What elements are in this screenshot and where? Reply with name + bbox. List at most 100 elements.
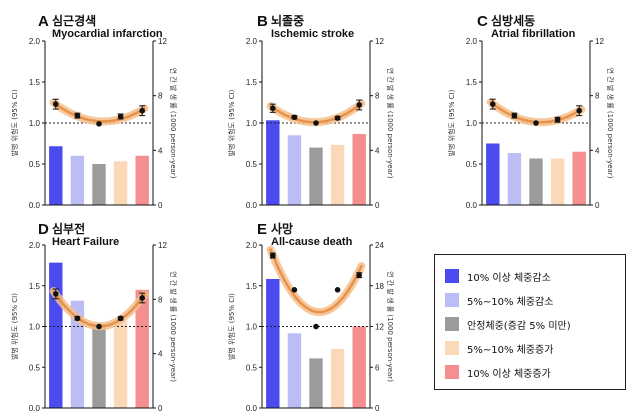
legend-item: 안정체중(증감 5% 미만) bbox=[445, 315, 571, 333]
legend-item: 5%~10% 체중감소 bbox=[445, 291, 553, 309]
left-tick-label: 1.0 bbox=[466, 119, 478, 128]
hr-point bbox=[96, 121, 102, 127]
hr-point bbox=[291, 114, 298, 121]
left-axis-title: 발병 위험도 (95% CI) bbox=[10, 293, 19, 360]
panel-title-en: Myocardial infarction bbox=[52, 28, 163, 40]
fit-curve bbox=[269, 248, 363, 314]
hr-point bbox=[53, 101, 59, 107]
hr-point bbox=[270, 105, 276, 112]
left-tick-label: 2.0 bbox=[246, 37, 258, 46]
left-tick-label: 0.5 bbox=[246, 363, 258, 372]
left-tick-label: 0.0 bbox=[29, 201, 41, 210]
right-tick-label: 12 bbox=[595, 37, 604, 46]
right-tick-label: 0 bbox=[595, 201, 600, 210]
hr-point bbox=[576, 107, 582, 114]
bar bbox=[507, 153, 522, 205]
right-tick-label: 8 bbox=[158, 295, 163, 304]
panel-title-en: Heart Failure bbox=[52, 236, 119, 248]
panel-title-ko: 사망 bbox=[271, 221, 293, 236]
right-tick-label: 8 bbox=[375, 92, 380, 101]
hr-point bbox=[74, 315, 81, 322]
bar bbox=[49, 146, 63, 205]
right-axis-title: 연 간 발 생 률 (1000 person-year) bbox=[386, 68, 395, 179]
panel-letter: A bbox=[38, 13, 49, 30]
left-tick-label: 0.5 bbox=[29, 363, 41, 372]
bar bbox=[92, 164, 106, 205]
bar bbox=[135, 155, 149, 205]
bar bbox=[352, 326, 366, 408]
right-axis-title: 연 간 발 생 률 (1000 person-year) bbox=[386, 271, 395, 382]
right-tick-label: 12 bbox=[375, 323, 384, 332]
left-tick-label: 1.5 bbox=[466, 78, 478, 87]
legend-item: 10% 이상 체중감소 bbox=[445, 267, 551, 285]
right-tick-label: 24 bbox=[375, 241, 384, 250]
bar bbox=[287, 135, 302, 205]
bar bbox=[49, 262, 63, 408]
bar bbox=[572, 151, 586, 205]
bar bbox=[309, 358, 323, 408]
right-axis-title: 연 간 발 생 률 (1000 person-year) bbox=[169, 271, 178, 382]
left-tick-label: 1.0 bbox=[246, 323, 258, 332]
left-tick-label: 0.0 bbox=[246, 404, 258, 413]
right-axis-title: 연 간 발 생 률 (1000 person-year) bbox=[169, 68, 178, 179]
bar bbox=[266, 278, 280, 408]
hr-point bbox=[511, 112, 518, 119]
bar bbox=[135, 289, 149, 408]
hr-point bbox=[334, 287, 341, 293]
panel-letter: E bbox=[257, 221, 267, 238]
left-tick-label: 1.5 bbox=[246, 78, 258, 87]
right-tick-label: 4 bbox=[595, 146, 600, 155]
hr-point bbox=[533, 120, 539, 126]
right-tick-label: 0 bbox=[375, 201, 380, 210]
left-tick-label: 0.0 bbox=[466, 201, 478, 210]
panel-title-en: Atrial fibrillation bbox=[491, 28, 576, 40]
legend-item: 5%~10% 체중증가 bbox=[445, 339, 553, 357]
bar bbox=[70, 300, 85, 408]
hr-point bbox=[490, 101, 496, 107]
left-tick-label: 1.0 bbox=[246, 119, 258, 128]
hr-point bbox=[334, 115, 341, 121]
bar bbox=[92, 323, 106, 408]
legend-swatch bbox=[445, 269, 459, 283]
bar bbox=[70, 155, 85, 205]
right-tick-label: 12 bbox=[158, 241, 167, 250]
bar bbox=[330, 348, 345, 408]
right-tick-label: 0 bbox=[158, 201, 163, 210]
legend-swatch bbox=[445, 341, 459, 355]
hr-point bbox=[356, 102, 363, 108]
bar bbox=[550, 158, 565, 205]
legend: 10% 이상 체중감소 5%~10% 체중감소 안정체중(증감 5% 미만) 5… bbox=[434, 254, 626, 390]
right-tick-label: 4 bbox=[158, 146, 163, 155]
panel-title-ko: 심근경색 bbox=[52, 13, 96, 28]
hr-point bbox=[270, 252, 276, 259]
hr-point bbox=[313, 323, 319, 330]
legend-item: 10% 이상 체중증가 bbox=[445, 363, 551, 381]
legend-label: 안정체중(증감 5% 미만) bbox=[467, 320, 571, 332]
left-tick-label: 0.0 bbox=[246, 201, 258, 210]
panel-letter: D bbox=[38, 221, 49, 238]
legend-swatch bbox=[445, 293, 459, 307]
right-tick-label: 12 bbox=[158, 37, 167, 46]
left-tick-label: 0.5 bbox=[466, 160, 478, 169]
bar bbox=[113, 161, 128, 205]
left-axis-title: 발병 위험도 (95% CI) bbox=[227, 89, 236, 156]
left-tick-label: 0.0 bbox=[29, 404, 41, 413]
panel-title-ko: 심방세동 bbox=[491, 13, 535, 28]
bar bbox=[529, 158, 543, 205]
bar bbox=[266, 120, 280, 205]
panel-title-en: All-cause death bbox=[271, 236, 353, 248]
hr-point bbox=[356, 272, 363, 278]
left-axis-title: 발병 위험도 (95% CI) bbox=[227, 293, 236, 360]
bar bbox=[330, 144, 345, 205]
panel-letter: B bbox=[257, 13, 268, 30]
right-tick-label: 0 bbox=[158, 404, 163, 413]
panel-title-ko: 심부전 bbox=[52, 221, 85, 236]
right-tick-label: 4 bbox=[158, 350, 163, 359]
right-tick-label: 18 bbox=[375, 282, 384, 291]
hr-point bbox=[74, 112, 81, 119]
right-tick-label: 6 bbox=[375, 363, 380, 372]
